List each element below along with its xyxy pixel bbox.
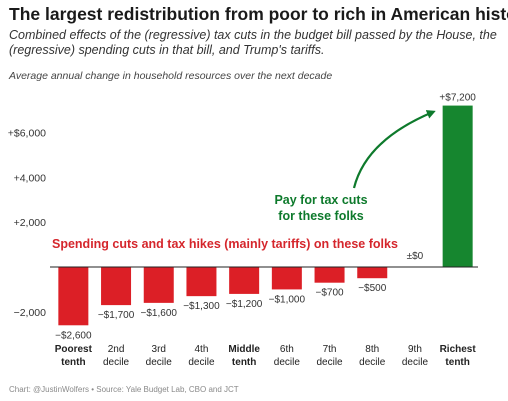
bar <box>186 267 217 297</box>
x-tick-label: 4th <box>194 344 208 355</box>
bar <box>101 267 132 306</box>
chart-subtitle: Combined effects of the (regressive) tax… <box>9 28 497 57</box>
x-tick-label: Poorest <box>55 344 93 355</box>
value-label: +$7,200 <box>439 93 476 104</box>
x-tick-label: 6th <box>280 344 294 355</box>
y-tick-label: +4,000 <box>14 172 47 184</box>
annotation-spending-cuts: Spending cuts and tax hikes (mainly tari… <box>52 237 398 251</box>
x-tick-label: decile <box>402 357 429 368</box>
x-tick-label: tenth <box>61 357 85 368</box>
value-label: −$500 <box>358 283 387 294</box>
x-tick-label: 7th <box>323 344 337 355</box>
chart-title: The largest redistribution from poor to … <box>9 4 508 24</box>
x-tick-label: decile <box>103 357 130 368</box>
value-label: ±$0 <box>407 251 424 262</box>
value-label: −$2,600 <box>55 330 92 341</box>
x-tick-label: tenth <box>445 357 469 368</box>
x-tick-label: 2nd <box>108 344 125 355</box>
chart-caption: Average annual change in household resou… <box>9 70 333 82</box>
x-tick-label: Middle <box>228 344 260 355</box>
y-tick-label: −2,000 <box>14 307 47 319</box>
chart-source: Chart: @JustinWolfers • Source: Yale Bud… <box>9 385 239 394</box>
x-tick-label: 3rd <box>152 344 166 355</box>
x-tick-label: tenth <box>232 357 256 368</box>
x-tick-label: decile <box>146 357 173 368</box>
bar <box>314 267 345 283</box>
y-tick-label: +$6,000 <box>8 127 46 139</box>
value-label: −$1,300 <box>183 301 220 312</box>
value-label: −$700 <box>316 288 345 299</box>
x-tick-label: 8th <box>365 344 379 355</box>
y-tick-label: +2,000 <box>14 217 47 229</box>
x-tick-label: Richest <box>440 344 477 355</box>
annotation-pay-for-tax-cuts-line2: for these folks <box>278 209 363 223</box>
value-label: −$1,200 <box>226 299 263 310</box>
x-tick-label: decile <box>359 357 386 368</box>
x-tick-label: decile <box>188 357 215 368</box>
bar <box>229 267 260 294</box>
bar <box>271 267 302 290</box>
bar <box>442 105 473 268</box>
bar <box>357 267 388 279</box>
x-tick-label: 9th <box>408 344 422 355</box>
green-arrow <box>352 110 436 189</box>
annotation-pay-for-tax-cuts-line1: Pay for tax cuts <box>274 193 367 207</box>
bar <box>143 267 174 303</box>
x-tick-label: decile <box>316 357 343 368</box>
bar <box>58 267 89 326</box>
x-tick-label: decile <box>274 357 301 368</box>
value-label: −$1,700 <box>98 310 135 321</box>
value-label: −$1,000 <box>269 294 306 305</box>
value-label: −$1,600 <box>141 308 178 319</box>
